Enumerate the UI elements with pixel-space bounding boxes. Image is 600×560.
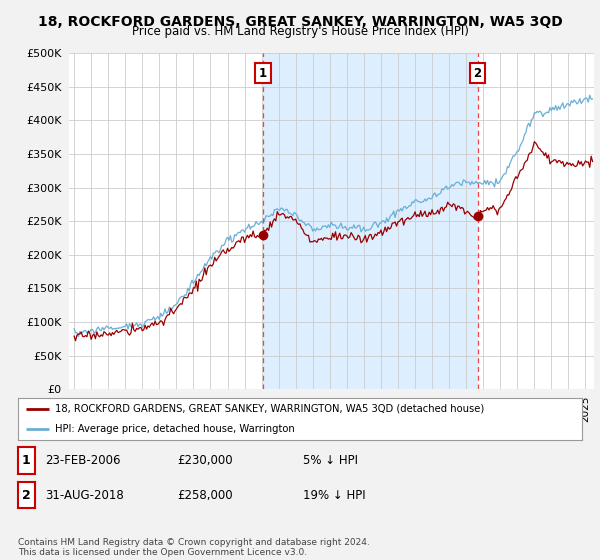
Text: 1: 1 [22,454,31,468]
Text: 18, ROCKFORD GARDENS, GREAT SANKEY, WARRINGTON, WA5 3QD: 18, ROCKFORD GARDENS, GREAT SANKEY, WARR… [38,15,562,29]
Text: 1: 1 [259,67,267,80]
Text: HPI: Average price, detached house, Warrington: HPI: Average price, detached house, Warr… [55,424,295,434]
Bar [263,53,478,389]
Text: 23-FEB-2006: 23-FEB-2006 [45,454,121,468]
Text: 2: 2 [473,67,482,80]
Text: 5% ↓ HPI: 5% ↓ HPI [303,454,358,468]
Text: 2: 2 [22,488,31,502]
Text: £230,000: £230,000 [177,454,233,468]
Text: 19% ↓ HPI: 19% ↓ HPI [303,488,365,502]
Text: 31-AUG-2018: 31-AUG-2018 [45,488,124,502]
Text: Contains HM Land Registry data © Crown copyright and database right 2024.
This d: Contains HM Land Registry data © Crown c… [18,538,370,557]
Text: 18, ROCKFORD GARDENS, GREAT SANKEY, WARRINGTON, WA5 3QD (detached house): 18, ROCKFORD GARDENS, GREAT SANKEY, WARR… [55,404,484,414]
Text: £258,000: £258,000 [177,488,233,502]
Text: Price paid vs. HM Land Registry's House Price Index (HPI): Price paid vs. HM Land Registry's House … [131,25,469,38]
